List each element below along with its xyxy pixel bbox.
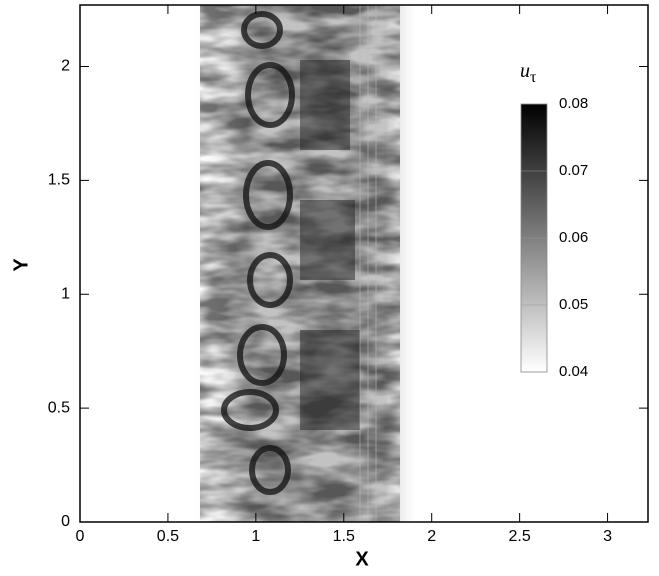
x-tick-label: 2 xyxy=(427,528,436,545)
colorbar-tick-label: 0.05 xyxy=(559,296,588,313)
x-tick-label: 2.5 xyxy=(509,528,531,545)
x-tick-label: 1 xyxy=(251,528,260,545)
y-tick-label: 2 xyxy=(61,58,70,75)
x-tick-label: 3 xyxy=(603,528,612,545)
x-axis-label: X xyxy=(355,548,369,570)
colorbar-tick-label: 0.06 xyxy=(559,229,588,246)
y-tick-label: 0.5 xyxy=(48,399,70,416)
y-tick-label: 0 xyxy=(61,513,70,530)
x-tick-label: 0 xyxy=(76,528,85,545)
colorbar-tick-label: 0.07 xyxy=(559,162,588,179)
colorbar-tick-label: 0.04 xyxy=(559,363,588,380)
colorbar-label: uτ xyxy=(520,60,537,86)
y-tick-label: 1 xyxy=(61,285,70,302)
contour-field xyxy=(190,5,420,522)
y-tick-label: 1.5 xyxy=(48,172,70,189)
x-tick-label: 0.5 xyxy=(157,528,179,545)
plot-frame xyxy=(79,4,649,523)
y-axis-label: Y xyxy=(10,258,32,272)
x-tick-label: 1.5 xyxy=(333,528,355,545)
colorbar-tick-label: 0.08 xyxy=(559,95,588,112)
